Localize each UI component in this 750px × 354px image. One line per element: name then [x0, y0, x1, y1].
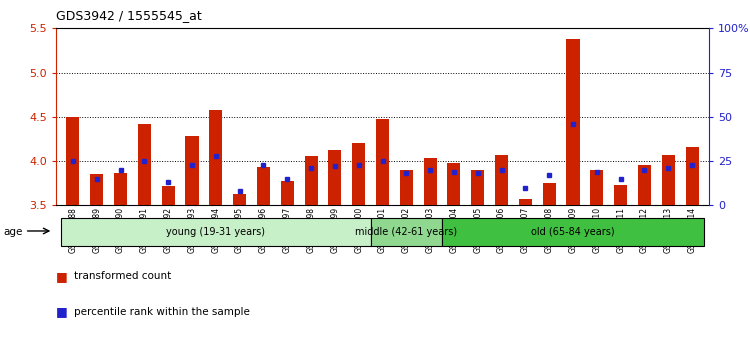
Bar [424, 159, 436, 205]
Bar [304, 156, 317, 205]
Bar [400, 170, 412, 205]
Text: GDS3942 / 1555545_at: GDS3942 / 1555545_at [56, 10, 202, 22]
Text: transformed count: transformed count [74, 271, 171, 281]
Bar [442, 218, 704, 246]
Bar [162, 186, 175, 205]
Bar [686, 147, 699, 205]
Text: ■: ■ [56, 305, 68, 318]
Text: percentile rank within the sample: percentile rank within the sample [74, 307, 249, 316]
Bar [376, 120, 389, 205]
Bar [614, 185, 627, 205]
Bar [209, 110, 222, 205]
Bar [352, 143, 365, 205]
Text: middle (42-61 years): middle (42-61 years) [356, 227, 458, 237]
Bar [233, 194, 246, 205]
Text: young (19-31 years): young (19-31 years) [166, 227, 266, 237]
Bar [328, 150, 341, 205]
Text: old (65-84 years): old (65-84 years) [531, 227, 615, 237]
Bar [280, 181, 294, 205]
Bar [257, 167, 270, 205]
Bar [519, 199, 532, 205]
Bar [495, 155, 508, 205]
Bar [90, 175, 104, 205]
Bar [448, 163, 460, 205]
Bar [590, 170, 603, 205]
Bar [114, 172, 127, 205]
Bar [566, 39, 580, 205]
Bar [138, 124, 151, 205]
Bar [638, 166, 651, 205]
Text: age: age [4, 227, 23, 237]
Bar [185, 136, 199, 205]
Bar [61, 218, 370, 246]
Bar [662, 155, 675, 205]
Bar [66, 117, 80, 205]
Text: ■: ■ [56, 270, 68, 282]
Bar [370, 218, 442, 246]
Bar [471, 170, 484, 205]
Bar [543, 183, 556, 205]
